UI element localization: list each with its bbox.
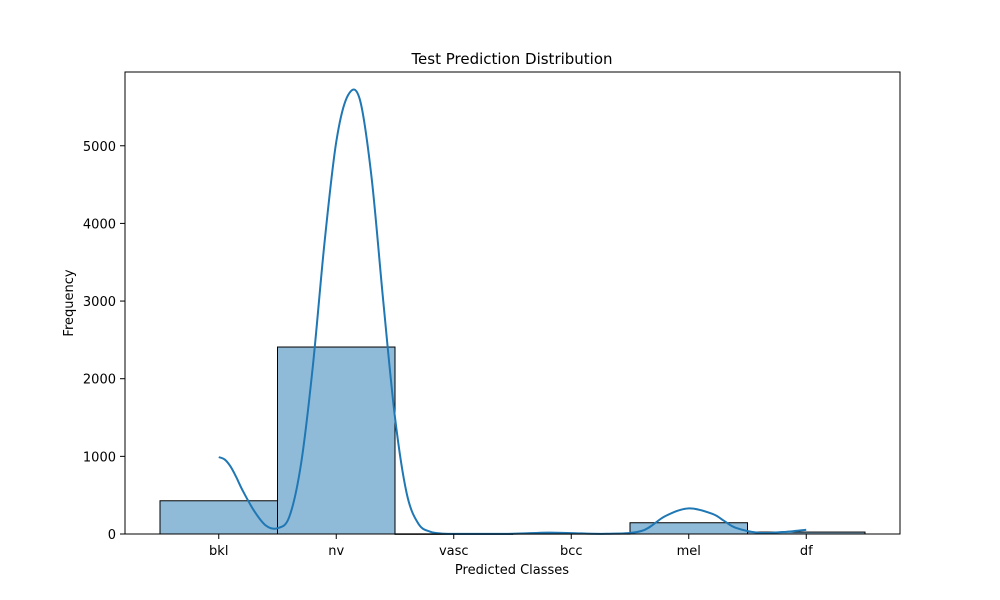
y-tick-label: 5000: [83, 140, 116, 155]
x-tick-label-nv: nv: [328, 544, 344, 559]
y-tick-label: 1000: [83, 450, 116, 465]
chart-title: Test Prediction Distribution: [410, 50, 612, 68]
x-axis: bkl nv vasc bcc mel df: [209, 534, 813, 559]
y-axis-label: Frequency: [62, 269, 77, 336]
kde-curve: [218, 88, 807, 535]
bars-group: [159, 346, 866, 535]
x-tick-label-bcc: bcc: [560, 544, 583, 559]
bar-nv: [277, 346, 396, 535]
x-axis-label: Predicted Classes: [455, 563, 569, 578]
x-tick-label-bkl: bkl: [209, 544, 228, 559]
plot-frame: [124, 71, 901, 535]
y-axis: 0 1000 2000 3000 4000 5000: [83, 140, 125, 543]
x-tick-label-mel: mel: [677, 544, 701, 559]
y-tick-label: 2000: [83, 373, 116, 388]
x-tick-label-df: df: [800, 544, 813, 559]
x-tick-label-vasc: vasc: [439, 544, 469, 559]
y-tick-label: 4000: [83, 217, 116, 232]
y-tick-label: 3000: [83, 295, 116, 310]
bar-bkl: [159, 500, 278, 535]
y-tick-label: 0: [108, 528, 116, 543]
